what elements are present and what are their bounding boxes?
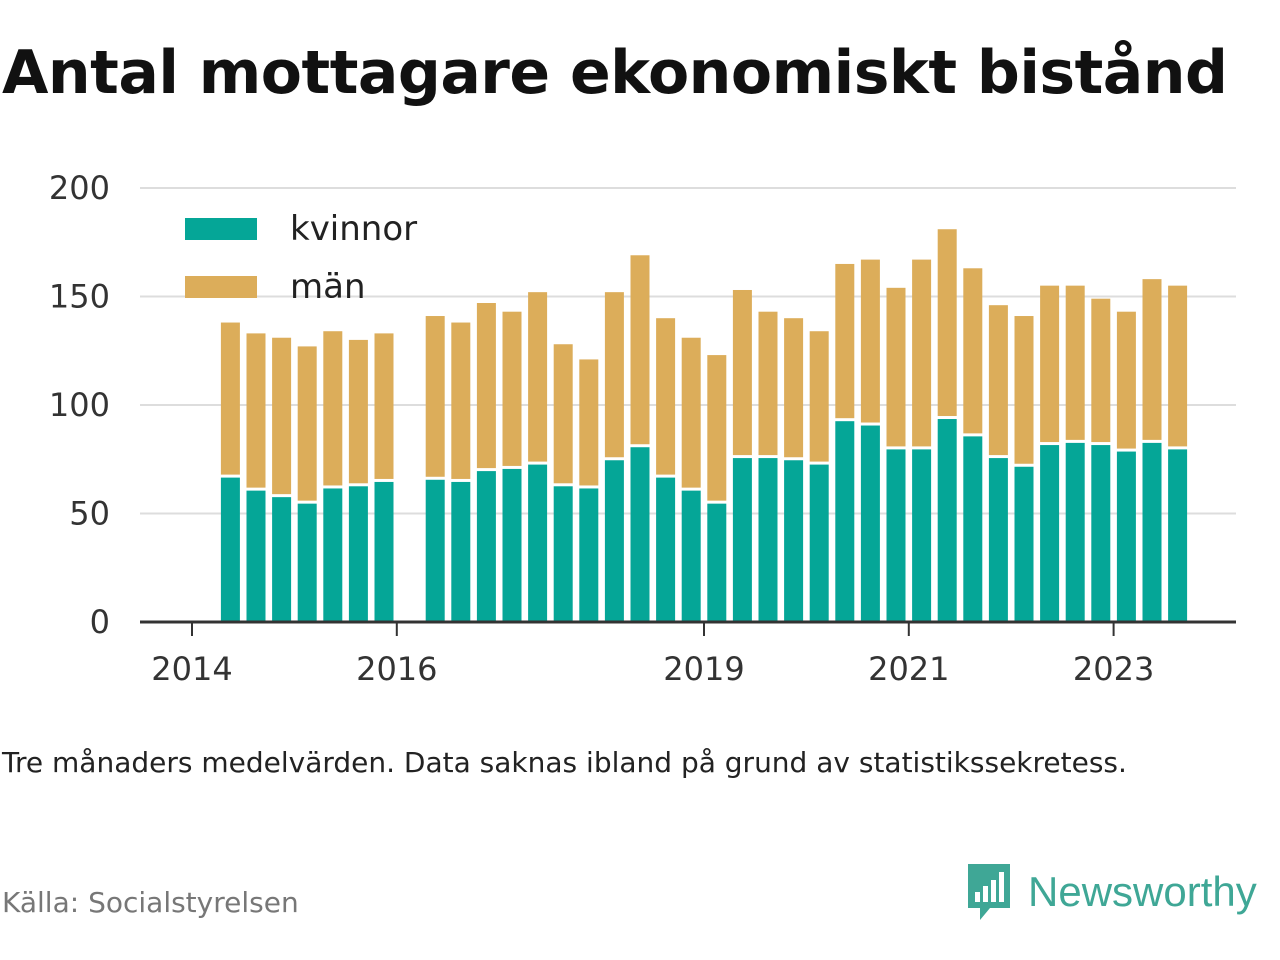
legend-swatch-man (185, 276, 257, 298)
stacked-bar-chart: 0 50 100 150 200 2014 2016 2019 2021 2023 kvinno… (49, 169, 1236, 688)
bar-kvinnor (1142, 442, 1162, 622)
bar-man (630, 255, 650, 445)
legend: kvinnor män (185, 209, 417, 307)
bar-kvinnor (476, 471, 496, 622)
bar-kvinnor (912, 449, 932, 622)
y-axis: 0 50 100 150 200 (49, 169, 110, 641)
bar-kvinnor (886, 449, 906, 622)
bar-man (502, 311, 522, 466)
bar-kvinnor (860, 425, 880, 622)
y-tick-label: 150 (49, 278, 110, 316)
bar-kvinnor (425, 479, 445, 622)
bar-man (1065, 285, 1085, 440)
bar-kvinnor (681, 490, 701, 622)
y-tick-label: 200 (49, 169, 110, 207)
bar-man (1142, 279, 1162, 440)
bar-kvinnor (1040, 445, 1060, 622)
bar-man (937, 229, 957, 417)
bar-man (1168, 285, 1188, 447)
bar-kvinnor (502, 468, 522, 622)
x-tick-label: 2016 (356, 650, 437, 688)
chart-title: Antal mottagare ekonomiskt bistånd (2, 38, 1228, 108)
bar-kvinnor (220, 477, 240, 622)
x-tick-label: 2023 (1073, 650, 1154, 688)
bar-man (963, 268, 983, 434)
bar-man (374, 333, 394, 479)
bar-man (912, 259, 932, 447)
x-tick-label: 2019 (663, 650, 744, 688)
bar-kvinnor (1168, 449, 1188, 622)
bar-kvinnor (528, 464, 548, 622)
bar-man (809, 331, 829, 462)
x-tick-label: 2021 (868, 650, 949, 688)
bar-kvinnor (604, 460, 624, 622)
bar-kvinnor (707, 503, 727, 622)
bar-man (886, 287, 906, 447)
bar-man (297, 346, 317, 501)
bar-kvinnor (451, 481, 471, 622)
bar-kvinnor (297, 503, 317, 622)
bar-man (604, 292, 624, 458)
bar-kvinnor (630, 447, 650, 622)
legend-swatch-kvinnor (185, 218, 257, 240)
bar-man (272, 337, 292, 495)
bar-man (220, 322, 240, 475)
y-tick-label: 100 (49, 386, 110, 424)
bar-kvinnor (963, 436, 983, 622)
bar-kvinnor (784, 460, 804, 622)
bar-man (425, 316, 445, 477)
bar-man (579, 359, 599, 486)
bar-kvinnor (348, 486, 368, 622)
bar-man (476, 303, 496, 469)
legend-label-man: män (290, 267, 366, 307)
chart-note: Tre månaders medelvärden. Data saknas ib… (2, 746, 1127, 779)
bar-man (784, 318, 804, 458)
bar-man (348, 339, 368, 484)
bars (220, 229, 1188, 622)
x-axis: 2014 2016 2019 2021 2023 (140, 620, 1236, 688)
bar-kvinnor (374, 481, 394, 622)
bar-kvinnor (656, 477, 676, 622)
bar-man (1116, 311, 1136, 449)
bar-man (323, 331, 343, 486)
bar-kvinnor (1116, 451, 1136, 622)
bar-man (553, 344, 573, 484)
bar-kvinnor (246, 490, 266, 622)
bar-man (988, 305, 1008, 456)
bar-man (1014, 316, 1034, 464)
bar-man (758, 311, 778, 456)
bar-kvinnor (323, 488, 343, 622)
y-tick-label: 50 (69, 495, 110, 533)
bar-kvinnor (758, 458, 778, 622)
bar-kvinnor (272, 497, 292, 622)
bar-man (732, 289, 752, 456)
source-label: Källa: Socialstyrelsen (2, 886, 299, 919)
bar-kvinnor (1091, 445, 1111, 622)
bar-kvinnor (937, 419, 957, 622)
bar-man (1040, 285, 1060, 443)
bar-kvinnor (988, 458, 1008, 622)
bar-kvinnor (732, 458, 752, 622)
bar-man (451, 322, 471, 479)
bar-kvinnor (809, 464, 829, 622)
bar-man (246, 333, 266, 488)
brand-logo[interactable]: Newsworthy (964, 862, 1257, 922)
bar-man (860, 259, 880, 423)
bar-kvinnor (835, 421, 855, 622)
bar-kvinnor (1065, 442, 1085, 622)
bar-man (707, 355, 727, 501)
bar-kvinnor (553, 486, 573, 622)
newsworthy-logo-icon (968, 864, 1010, 920)
y-tick-label: 0 (90, 603, 110, 641)
bar-man (656, 318, 676, 475)
legend-label-kvinnor: kvinnor (290, 209, 417, 249)
bar-kvinnor (1014, 466, 1034, 622)
bar-man (528, 292, 548, 462)
bar-man (835, 263, 855, 419)
brand-name: Newsworthy (1028, 868, 1257, 915)
bar-man (681, 337, 701, 488)
bar-kvinnor (579, 488, 599, 622)
x-tick-label: 2014 (151, 650, 232, 688)
bar-man (1091, 298, 1111, 443)
